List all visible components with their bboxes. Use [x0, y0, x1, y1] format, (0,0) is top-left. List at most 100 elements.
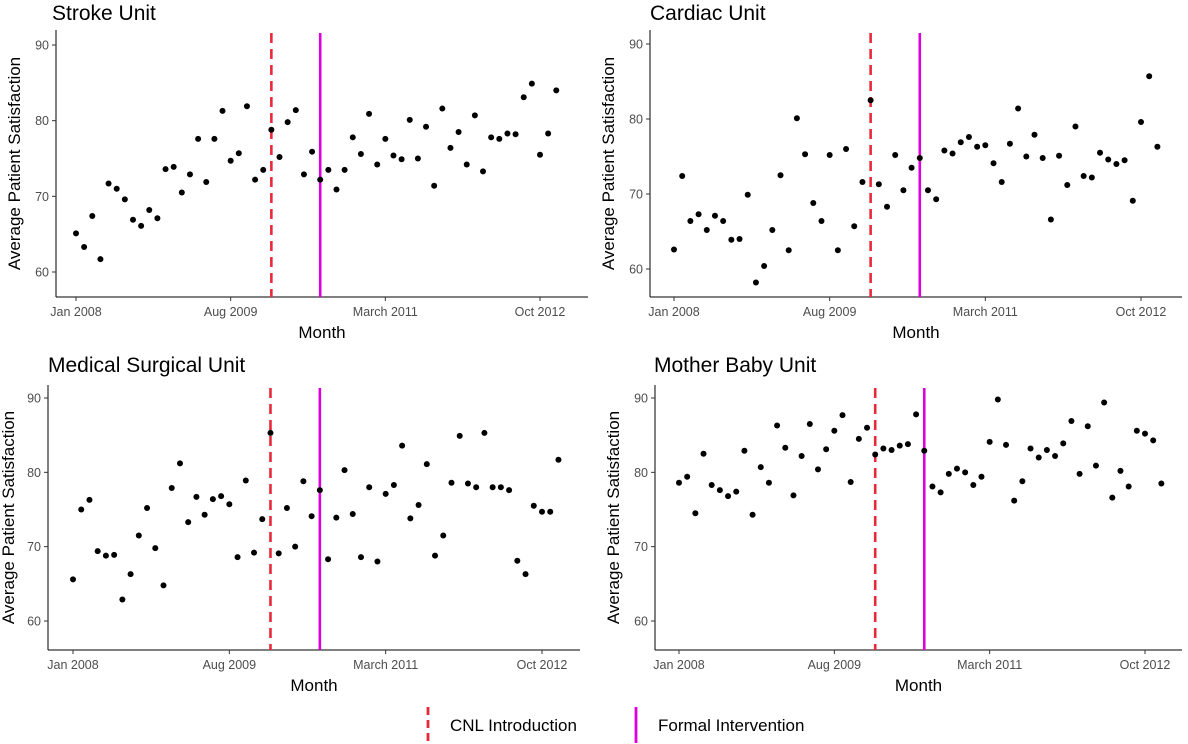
data-point: [555, 456, 562, 463]
x-tick-label: March 2011: [957, 658, 1022, 672]
data-point: [489, 484, 496, 491]
data-point: [831, 427, 838, 434]
data-point: [711, 212, 718, 219]
data-point: [252, 176, 259, 183]
data-point: [316, 487, 323, 494]
data-point: [720, 218, 727, 224]
data-point: [1125, 483, 1132, 490]
y-axis-title: Average Patient Satisfaction: [604, 411, 623, 624]
data-point: [399, 442, 406, 449]
data-point: [1133, 427, 1140, 434]
data-point: [896, 442, 903, 449]
data-point: [1113, 161, 1120, 167]
data-point: [1072, 123, 1079, 130]
data-point: [455, 129, 462, 136]
data-point: [431, 182, 438, 189]
data-point: [471, 112, 478, 119]
data-point: [300, 478, 307, 485]
data-point: [1105, 156, 1112, 163]
legend: CNL Introduction Formal Intervention: [426, 707, 804, 743]
data-point: [146, 206, 153, 213]
data-point: [1031, 131, 1038, 138]
data-point: [268, 126, 275, 133]
data-point: [168, 484, 175, 491]
data-point: [953, 465, 960, 472]
data-point: [464, 480, 471, 487]
data-point: [1158, 480, 1165, 487]
data-point: [1015, 105, 1022, 112]
data-point: [276, 153, 283, 160]
data-point: [176, 460, 183, 467]
x-tick-label: March 2011: [353, 305, 418, 319]
data-point: [448, 479, 455, 486]
panel-medical-surgical-unit: Medical Surgical Unit 60 70 80 90 Jan 2008 Aug…: [0, 354, 580, 695]
data-point: [884, 203, 891, 210]
x-tick-label: Aug 2009: [808, 658, 862, 672]
y-tick-label: 70: [634, 540, 648, 554]
data-point: [957, 139, 964, 146]
data-point: [300, 171, 307, 178]
data-point: [913, 411, 920, 418]
data-point: [463, 161, 470, 168]
data-point: [962, 469, 969, 476]
data-point: [211, 135, 218, 142]
data-point: [292, 543, 299, 550]
x-tick-label: Oct 2012: [517, 658, 568, 672]
data-point: [1084, 423, 1091, 430]
data-point: [209, 496, 216, 503]
data-point: [415, 502, 422, 509]
data-point: [86, 496, 93, 503]
data-point: [374, 161, 381, 168]
y-tick-label: 60: [27, 615, 41, 629]
data-point: [1052, 452, 1059, 459]
data-point: [978, 473, 985, 480]
data-point: [679, 173, 686, 179]
data-point: [684, 473, 691, 480]
data-point: [317, 176, 324, 183]
data-point: [945, 470, 952, 477]
data-point: [186, 171, 193, 178]
data-point: [986, 438, 993, 445]
data-point: [757, 464, 764, 471]
data-point: [488, 134, 495, 141]
data-point: [382, 490, 389, 497]
data-point: [357, 150, 364, 157]
data-point: [284, 119, 291, 126]
data-point: [154, 215, 161, 222]
data-point: [539, 508, 545, 515]
data-point: [94, 548, 101, 555]
data-point: [219, 107, 226, 114]
data-point: [810, 200, 817, 206]
data-point: [970, 481, 977, 488]
data-point: [1129, 197, 1136, 204]
data-point: [749, 511, 756, 518]
data-point: [242, 477, 249, 484]
data-point: [406, 116, 413, 123]
data-point: [308, 513, 315, 520]
data-point: [144, 505, 151, 512]
data-point: [855, 435, 862, 442]
data-point: [390, 481, 397, 488]
data-point: [1080, 173, 1087, 179]
data-point: [341, 467, 348, 474]
x-tick-label: Jan 2008: [653, 658, 704, 672]
x-axis-title: Month: [298, 323, 345, 342]
data-point: [790, 492, 797, 499]
data-point: [545, 130, 552, 137]
data-point: [851, 223, 858, 230]
data-point: [121, 196, 128, 203]
data-point: [227, 157, 234, 164]
data-point: [1064, 182, 1071, 188]
data-point: [736, 236, 743, 242]
data-point: [528, 80, 535, 87]
x-axis-title: Month: [892, 323, 939, 342]
data-point: [102, 552, 109, 559]
data-point: [892, 152, 899, 158]
data-point: [81, 244, 88, 251]
data-point: [733, 488, 740, 495]
legend-item: CNL Introduction: [426, 707, 577, 743]
data-point: [839, 412, 846, 419]
data-point: [283, 505, 290, 512]
data-point: [1039, 155, 1046, 161]
